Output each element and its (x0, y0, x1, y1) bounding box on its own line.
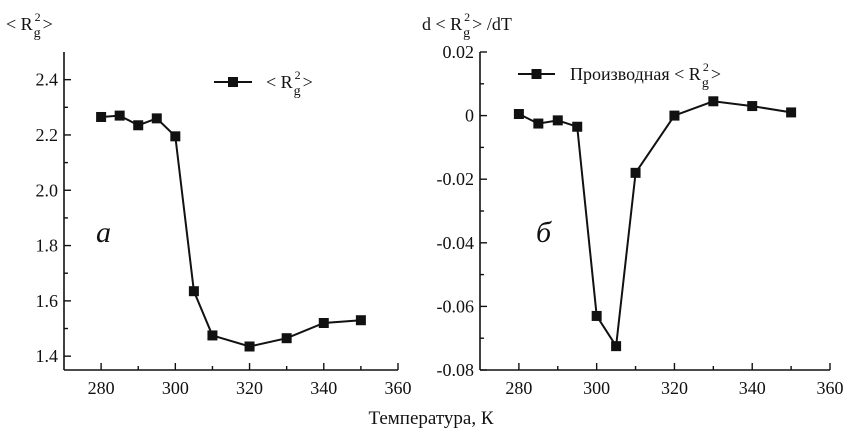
data-point (572, 121, 583, 132)
data-point (747, 101, 758, 112)
data-point (513, 109, 524, 120)
data-point (552, 115, 563, 126)
legend: < R 2 g > (214, 68, 313, 99)
x-tick-label: 340 (739, 378, 766, 398)
panel-label: а (96, 216, 111, 249)
data-point (786, 107, 797, 118)
data-point (318, 317, 329, 328)
y-tick-label: 0 (465, 106, 474, 126)
y-tick-label: 2.4 (36, 70, 59, 90)
y-tick-label: 2.2 (36, 125, 59, 145)
data-point (611, 341, 622, 352)
y-tick-label: -0.04 (437, 233, 475, 253)
data-point (207, 330, 218, 341)
y-tick-label: 1.6 (36, 291, 59, 311)
series-line (518, 100, 792, 350)
y-tick-label: 2.0 (36, 180, 59, 200)
x-tick-label: 300 (583, 378, 610, 398)
x-tick-label: 360 (385, 378, 412, 398)
data-point (669, 110, 680, 121)
x-tick-label: 320 (236, 378, 263, 398)
data-point (170, 131, 181, 142)
x-tick-label: 360 (817, 378, 844, 398)
legend-marker (228, 77, 238, 87)
data-point (708, 96, 719, 107)
y-axis-title: < R 2 g > (6, 10, 53, 41)
y-tick-label: -0.02 (437, 169, 475, 189)
y-tick-label: 0.02 (443, 42, 475, 62)
data-point (630, 167, 641, 178)
x-tick-label: 340 (310, 378, 337, 398)
y-axis-title: d < R 2 g > /dT (422, 10, 512, 41)
data-point (591, 310, 602, 321)
data-point (281, 333, 292, 344)
chart-panel-b: -0.08 -0.06 -0.04 -0.02 0 0.02 280 300 320 340 360… (422, 10, 844, 398)
x-axis-title: Температура, К (368, 408, 493, 429)
data-point (244, 341, 255, 352)
y-tick-label: 1.8 (36, 236, 59, 256)
data-point (355, 315, 366, 326)
data-point (151, 113, 162, 124)
data-point (133, 120, 144, 131)
y-tick-label: -0.06 (437, 296, 475, 316)
panel-label: б (536, 216, 552, 249)
data-point (533, 118, 544, 129)
legend-label: < R 2 g > (266, 68, 313, 99)
chart-panel-a: 1.4 1.6 1.8 2.0 2.2 2.4 280 300 320 340 360 < R 2 g > а… (6, 10, 412, 398)
legend-marker (531, 69, 542, 79)
x-tick-label: 320 (661, 378, 688, 398)
data-point (114, 110, 125, 121)
x-tick-label: 300 (162, 378, 189, 398)
series-line (101, 114, 361, 348)
data-point (188, 286, 199, 297)
legend: Производная < R 2 g > (518, 60, 721, 91)
data-point (96, 111, 107, 122)
y-tick-label: 1.4 (36, 346, 59, 366)
y-tick-label: -0.08 (437, 360, 475, 380)
legend-label: Производная < R 2 g > (570, 60, 721, 91)
x-tick-label: 280 (88, 378, 115, 398)
x-tick-label: 280 (505, 378, 532, 398)
